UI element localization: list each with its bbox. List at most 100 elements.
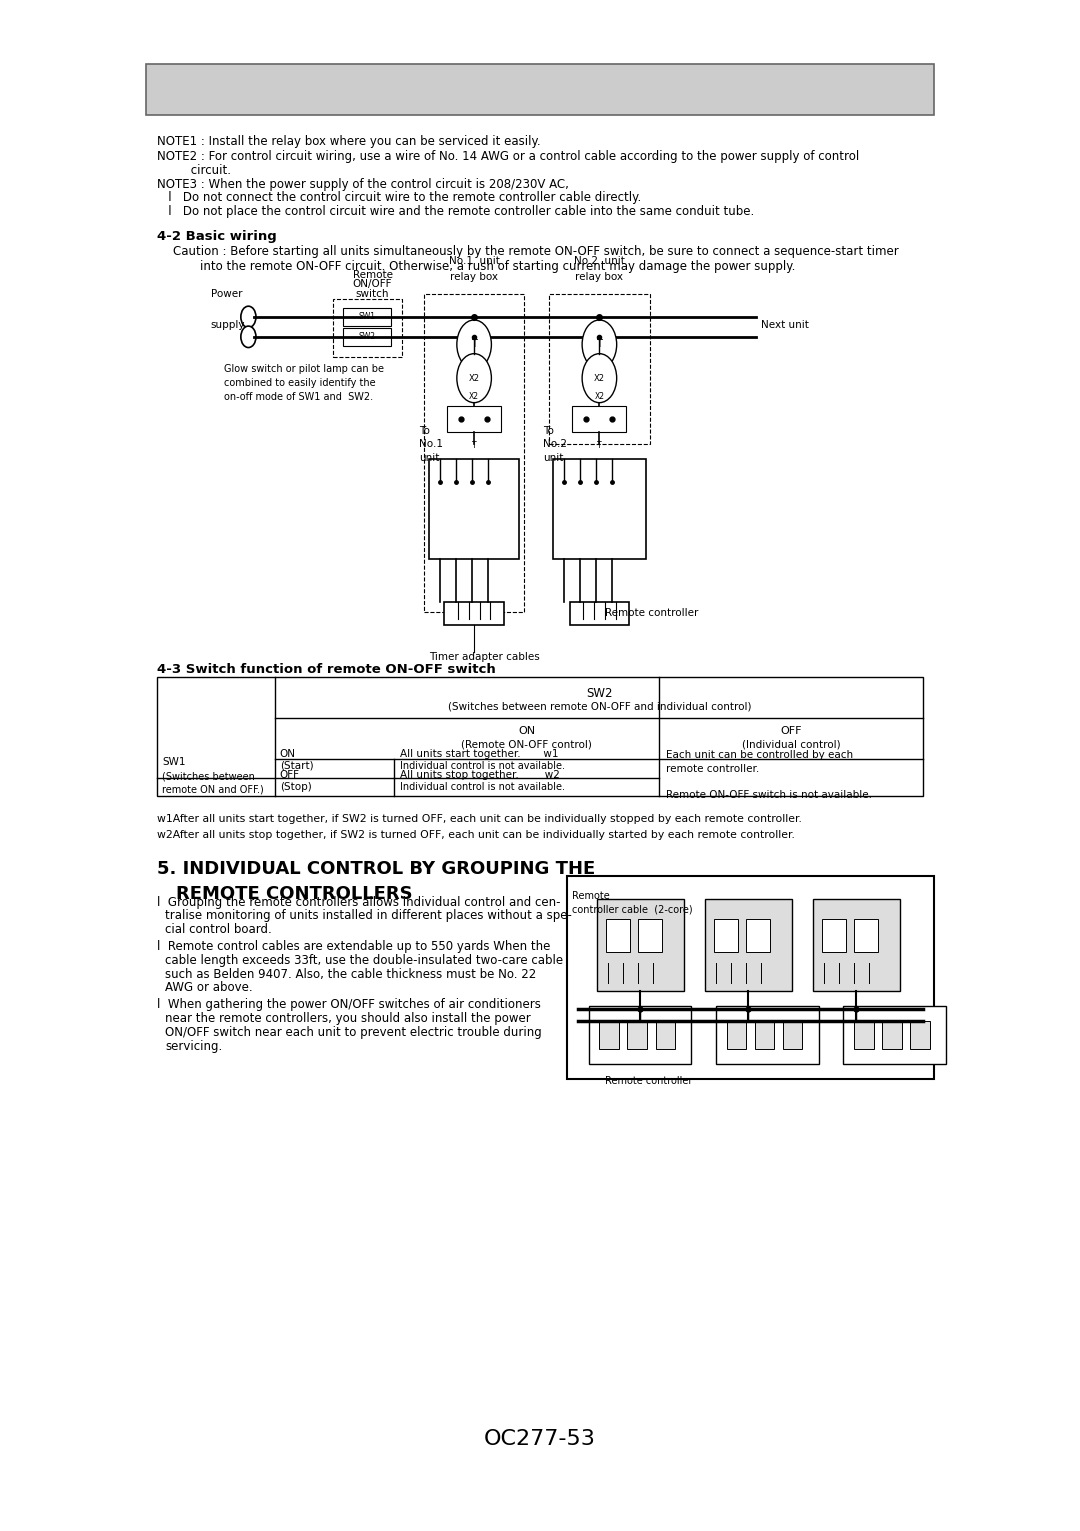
Text: unit: unit (419, 453, 440, 464)
Text: into the remote ON-OFF circuit. Otherwise, a rush of starting current may damage: into the remote ON-OFF circuit. Otherwis… (200, 260, 795, 273)
Text: (Switches between: (Switches between (162, 772, 255, 781)
Text: NOTE1 : Install the relay box where you can be serviced it easily.: NOTE1 : Install the relay box where you … (157, 135, 540, 147)
Bar (343, 308, 391, 326)
Text: ON: ON (280, 749, 296, 759)
Text: Timer adapter cables: Timer adapter cables (430, 652, 540, 663)
Bar (854, 1021, 874, 1049)
Text: AWG or above.: AWG or above. (165, 981, 253, 994)
Text: l  Grouping the remote controllers allows individual control and cen-: l Grouping the remote controllers allows… (157, 896, 561, 908)
Text: To: To (419, 426, 430, 436)
Bar (705, 899, 792, 991)
Bar (716, 1006, 819, 1064)
Text: SW1: SW1 (162, 758, 186, 767)
Text: To: To (543, 426, 554, 436)
Circle shape (241, 306, 256, 328)
Text: Each unit can be controlled by each: Each unit can be controlled by each (666, 750, 853, 761)
Bar (714, 919, 738, 952)
Bar (572, 406, 626, 432)
Bar (599, 1021, 619, 1049)
Text: switch: switch (355, 288, 390, 299)
Text: remote controller.: remote controller. (666, 764, 759, 775)
Text: l   Do not connect the control circuit wire to the remote controller cable direc: l Do not connect the control circuit wir… (157, 191, 640, 204)
Text: tralise monitoring of units installed in different places without a spe-: tralise monitoring of units installed in… (165, 909, 572, 922)
Text: OC277-53: OC277-53 (484, 1428, 596, 1450)
Bar (882, 1021, 902, 1049)
Text: Remote controller: Remote controller (605, 1076, 692, 1087)
Circle shape (457, 320, 491, 369)
Text: NOTE2 : For control circuit wiring, use a wire of No. 14 AWG or a control cable : NOTE2 : For control circuit wiring, use … (157, 150, 859, 162)
Bar (783, 1021, 802, 1049)
Bar (727, 1021, 746, 1049)
Bar (854, 919, 878, 952)
Text: w1After all units start together, if SW2 is turned OFF, each unit can be individ: w1After all units start together, if SW2… (157, 814, 801, 825)
Text: All units start together.       w1: All units start together. w1 (400, 749, 558, 759)
Text: T: T (472, 441, 476, 450)
Bar (627, 1021, 647, 1049)
Text: (Remote ON-OFF control): (Remote ON-OFF control) (461, 739, 592, 750)
Text: REMOTE CONTROLLERS: REMOTE CONTROLLERS (176, 885, 413, 903)
Text: No.1: No.1 (419, 439, 443, 450)
Text: OFF: OFF (280, 770, 300, 781)
Bar (656, 1021, 675, 1049)
Text: Glow switch or pilot lamp can be: Glow switch or pilot lamp can be (224, 364, 383, 375)
Bar (157, 677, 923, 796)
Bar (549, 294, 650, 444)
Text: X2: X2 (469, 392, 480, 401)
Text: such as Belden 9407. Also, the cable thickness must be No. 22: such as Belden 9407. Also, the cable thi… (165, 968, 537, 980)
Text: l   Do not place the control circuit wire and the remote controller cable into t: l Do not place the control circuit wire … (157, 205, 754, 217)
Bar (570, 602, 629, 625)
Text: ON/OFF: ON/OFF (353, 279, 392, 289)
Bar (424, 294, 524, 612)
Text: Power: Power (211, 288, 242, 299)
Text: servicing.: servicing. (165, 1040, 222, 1052)
Text: unit: unit (543, 453, 564, 464)
Text: relay box: relay box (450, 271, 498, 282)
Text: cial control board.: cial control board. (165, 923, 272, 935)
Text: No.1  unit: No.1 unit (448, 256, 500, 266)
Text: circuit.: circuit. (157, 164, 231, 176)
Text: Next unit: Next unit (761, 320, 809, 329)
Bar (822, 919, 846, 952)
Text: (Start): (Start) (280, 761, 313, 772)
Text: Caution : Before starting all units simultaneously by the remote ON-OFF switch, : Caution : Before starting all units simu… (173, 245, 899, 257)
Bar (597, 899, 684, 991)
Text: X2: X2 (594, 392, 605, 401)
Text: w2After all units stop together, if SW2 is turned OFF, each unit can be individu: w2After all units stop together, if SW2 … (157, 830, 795, 841)
Text: Remote controller: Remote controller (605, 608, 698, 619)
Text: T: T (596, 340, 603, 349)
Text: X2: X2 (594, 374, 605, 383)
Text: All units stop together.        w2: All units stop together. w2 (400, 770, 559, 781)
Bar (589, 1006, 691, 1064)
Text: Individual control is not available.: Individual control is not available. (400, 782, 565, 793)
Bar (333, 299, 402, 357)
Text: 5. INDIVIDUAL CONTROL BY GROUPING THE: 5. INDIVIDUAL CONTROL BY GROUPING THE (157, 860, 595, 879)
Text: l  Remote control cables are extendable up to 550 yards When the: l Remote control cables are extendable u… (157, 940, 550, 952)
Text: 4-2 Basic wiring: 4-2 Basic wiring (157, 230, 276, 242)
Text: T: T (597, 441, 602, 450)
Bar (606, 919, 630, 952)
Text: No.2  unit: No.2 unit (573, 256, 625, 266)
Bar (638, 919, 662, 952)
Circle shape (582, 320, 617, 369)
Bar (447, 406, 501, 432)
Text: OFF: OFF (781, 726, 801, 736)
Text: supply: supply (211, 320, 245, 331)
Text: combined to easily identify the: combined to easily identify the (224, 378, 375, 389)
Text: (Stop): (Stop) (280, 782, 311, 793)
Bar (755, 1021, 774, 1049)
Circle shape (241, 326, 256, 348)
Text: 4-3 Switch function of remote ON-OFF switch: 4-3 Switch function of remote ON-OFF swi… (157, 663, 496, 675)
Text: (Individual control): (Individual control) (742, 739, 840, 750)
Circle shape (457, 354, 491, 403)
Bar (567, 876, 934, 1079)
Text: Remote: Remote (572, 891, 610, 902)
Bar (553, 459, 646, 559)
Bar (429, 459, 519, 559)
Text: cable length exceeds 33ft, use the double-insulated two-care cable: cable length exceeds 33ft, use the doubl… (165, 954, 564, 966)
Text: NOTE3 : When the power supply of the control circuit is 208/230V AC,: NOTE3 : When the power supply of the con… (157, 178, 568, 190)
Text: No.2: No.2 (543, 439, 567, 450)
Text: l  When gathering the power ON/OFF switches of air conditioners: l When gathering the power ON/OFF switch… (157, 998, 540, 1010)
Text: SW1: SW1 (359, 312, 376, 322)
Bar (146, 64, 934, 115)
Text: remote ON and OFF.): remote ON and OFF.) (162, 785, 264, 795)
